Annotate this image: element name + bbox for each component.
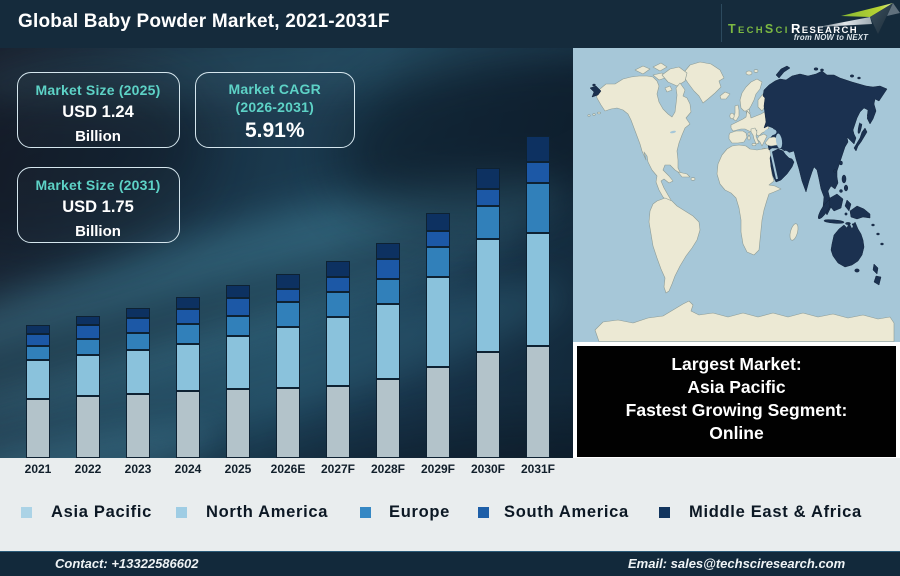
svg-text:from NOW to NEXT: from NOW to NEXT — [794, 33, 869, 42]
svg-text:RESEARCH: RESEARCH — [791, 21, 858, 36]
svg-text:TECHSCI: TECHSCI — [728, 22, 790, 36]
